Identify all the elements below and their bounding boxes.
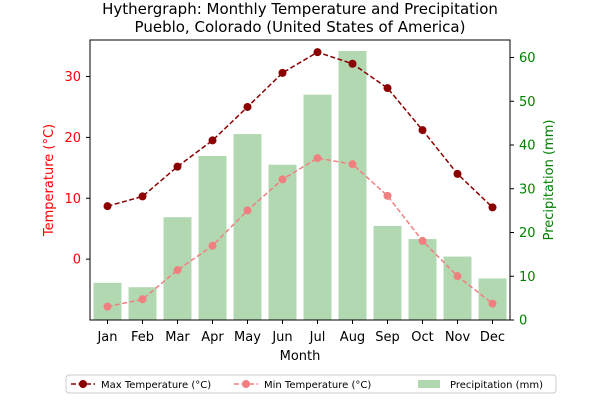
y-left-tick-label: 10 bbox=[64, 192, 81, 207]
x-tick-label-jun: Jun bbox=[271, 330, 292, 345]
precip-bar-dec bbox=[478, 278, 507, 320]
max-temp-point-oct bbox=[418, 126, 427, 135]
max-temp-point-feb bbox=[138, 192, 147, 201]
legend-precip-label: Precipitation (mm) bbox=[450, 380, 543, 391]
y-axis-left-label: Temperature (°C) bbox=[42, 124, 57, 237]
temperature-lines bbox=[103, 48, 497, 311]
x-tick-label-jan: Jan bbox=[96, 330, 117, 345]
x-tick-label-dec: Dec bbox=[480, 330, 505, 345]
x-tick-label-oct: Oct bbox=[411, 330, 433, 345]
chart-title-line1: Hythergraph: Monthly Temperature and Pre… bbox=[102, 0, 498, 18]
min-temp-point-dec bbox=[488, 299, 497, 308]
y-right-tick-label: 50 bbox=[519, 95, 536, 110]
legend: Max Temperature (°C) Min Temperature (°C… bbox=[65, 374, 557, 394]
min-temp-point-jan bbox=[103, 302, 112, 311]
min-temp-point-nov bbox=[453, 272, 462, 281]
x-tick-label-apr: Apr bbox=[201, 330, 224, 345]
min-temp-line bbox=[107, 157, 493, 308]
y-axis-right-label: Precipitation (mm) bbox=[542, 120, 557, 241]
legend-max-temp-label: Max Temperature (°C) bbox=[101, 380, 211, 391]
y-right-tick-label: 30 bbox=[519, 182, 536, 197]
precip-bar-jun bbox=[268, 164, 297, 320]
precipitation-bars bbox=[93, 50, 507, 320]
min-temp-point-mar bbox=[173, 266, 182, 275]
legend-min-temp-marker bbox=[242, 380, 250, 388]
max-temp-point-nov bbox=[453, 169, 462, 178]
x-tick-label-sep: Sep bbox=[375, 330, 400, 345]
max-temp-point-may bbox=[243, 102, 252, 111]
precip-bar-jul bbox=[303, 94, 332, 320]
max-temp-point-sep bbox=[383, 84, 392, 93]
y-left-tick-label: 20 bbox=[64, 131, 81, 146]
legend-precip-swatch bbox=[418, 380, 440, 388]
min-temp-point-may bbox=[243, 206, 252, 215]
x-tick-label-jul: Jul bbox=[309, 330, 326, 345]
y-right-tick-label: 0 bbox=[519, 314, 527, 329]
max-temp-point-jan bbox=[103, 202, 112, 211]
min-temp-point-oct bbox=[418, 236, 427, 245]
min-temp-point-aug bbox=[348, 160, 357, 169]
x-tick-label-nov: Nov bbox=[445, 330, 471, 345]
max-temp-point-jul bbox=[313, 48, 322, 57]
y-right-tick-label: 10 bbox=[519, 270, 536, 285]
max-temp-point-apr bbox=[208, 136, 217, 145]
y-left-tick-label: 0 bbox=[73, 253, 81, 268]
max-temp-line bbox=[107, 51, 494, 208]
precip-bar-sep bbox=[373, 225, 402, 320]
legend-max-temp-marker bbox=[79, 380, 87, 388]
x-tick-label-may: May bbox=[234, 330, 261, 345]
precip-bar-aug bbox=[338, 50, 367, 320]
min-temp-point-apr bbox=[208, 241, 217, 250]
max-temp-point-mar bbox=[173, 162, 182, 171]
y-right-tick-label: 40 bbox=[519, 139, 536, 154]
plot-frame bbox=[89, 39, 511, 321]
legend-box bbox=[65, 374, 557, 394]
y-left-tick-label: 30 bbox=[64, 70, 81, 85]
axis-ticks: Jan Feb Mar Apr May Jun Jul Aug Sep Oct Nov Dec 0 10 2… bbox=[64, 51, 535, 345]
precip-bar-oct bbox=[408, 239, 437, 320]
chart-title-line2: Pueblo, Colorado (United States of Ameri… bbox=[135, 18, 466, 36]
x-tick-label-aug: Aug bbox=[340, 330, 365, 345]
precip-bar-jan bbox=[93, 282, 122, 320]
y-right-tick-label: 20 bbox=[519, 226, 536, 241]
min-temp-point-sep bbox=[383, 191, 392, 200]
legend-min-temp-label: Min Temperature (°C) bbox=[264, 380, 371, 391]
x-tick-label-mar: Mar bbox=[165, 330, 190, 345]
y-right-tick-label: 60 bbox=[519, 51, 536, 66]
max-temp-point-aug bbox=[348, 59, 357, 68]
min-temp-point-jun bbox=[278, 175, 287, 184]
x-tick-label-feb: Feb bbox=[131, 330, 154, 345]
max-temp-point-jun bbox=[278, 68, 287, 77]
min-temp-point-feb bbox=[138, 295, 147, 304]
precip-bar-feb bbox=[128, 287, 157, 320]
x-axis-label: Month bbox=[280, 349, 321, 364]
max-temp-point-dec bbox=[488, 203, 497, 212]
min-temp-point-jul bbox=[313, 154, 322, 163]
precip-bar-may bbox=[233, 134, 262, 320]
precip-bar-apr bbox=[198, 155, 227, 320]
